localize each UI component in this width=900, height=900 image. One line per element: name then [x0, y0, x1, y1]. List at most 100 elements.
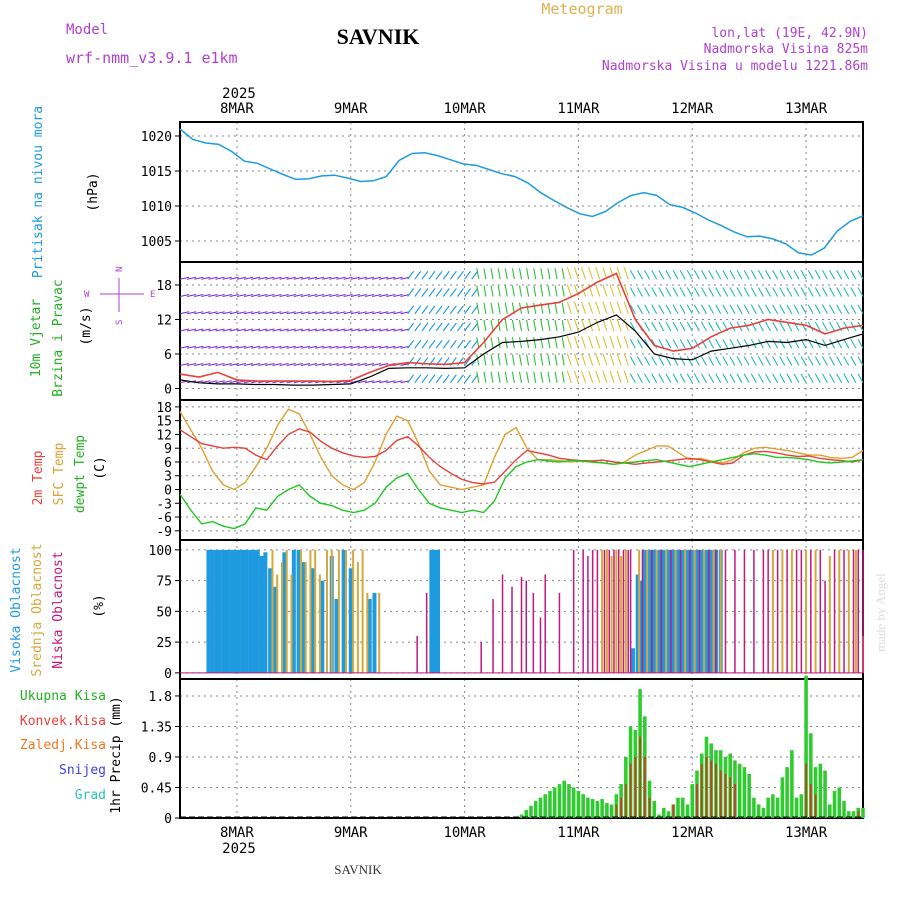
bottom-date-axis: 8MAR 9MAR 10MAR 11MAR 12MAR 13MAR: [220, 825, 828, 841]
wind-arrow: [573, 353, 579, 366]
wind-arrow: [636, 287, 643, 297]
wind-arrow: [750, 356, 757, 366]
wind-arrow: [602, 318, 608, 332]
compass-w: W: [84, 290, 90, 300]
wind-arrow: [693, 321, 700, 332]
wind-arrow: [679, 373, 686, 384]
wind-arrow: [279, 276, 289, 280]
wind-arrow: [708, 321, 715, 332]
wind-arrow: [573, 370, 579, 383]
wind-arrow: [393, 380, 403, 384]
wind-arrow: [672, 373, 679, 384]
wind-arrow: [700, 338, 707, 349]
wind-arrow: [449, 322, 457, 332]
conv-precip-bar: [700, 763, 703, 818]
wind-arrow: [414, 357, 422, 366]
wind-arrow: [658, 373, 665, 384]
precip-legend-item: Zaledj.Kisa: [20, 738, 106, 753]
wind-arrow: [843, 356, 850, 366]
wind-arrow: [364, 380, 375, 384]
wind-arrow: [357, 345, 367, 349]
conv-precip-bar: [629, 763, 632, 818]
meteogram-label: Meteogram: [541, 0, 622, 18]
wind-arrow: [229, 311, 239, 315]
precip-legend-item: Konvek.Kisa: [20, 714, 106, 729]
wind-arrow: [757, 373, 764, 384]
sfc-temp-label: SFC Temp: [52, 443, 67, 506]
y-tick-label: -9: [156, 525, 172, 540]
wind-arrow: [442, 288, 450, 297]
wind-arrow: [504, 354, 508, 366]
model-altitude-label: Nadmorska Visina u modelu 1221.86m: [602, 59, 868, 74]
total-precip-bar: [771, 794, 775, 818]
wind-arrow: [609, 267, 615, 280]
wind-arrow: [533, 371, 537, 383]
wind-arrow: [686, 269, 693, 280]
wind-arrow: [588, 301, 594, 314]
wind-arrow: [566, 336, 572, 349]
wind-arrow: [236, 362, 247, 367]
wind-arrow: [843, 321, 850, 332]
conv-precip-bar: [620, 797, 622, 818]
wind-arrow: [343, 311, 353, 315]
wind-arrow: [857, 287, 864, 297]
conv-precip-bar: [734, 784, 736, 818]
wind-arrow: [490, 285, 494, 297]
wind-arrow: [490, 354, 494, 366]
wind-arrow: [736, 356, 743, 366]
wind-arrow: [350, 362, 360, 367]
total-precip-bar: [590, 799, 595, 818]
wind-arrow: [186, 328, 197, 332]
wind-arrow: [279, 362, 289, 367]
bottom-day-label: 9MAR: [334, 825, 368, 841]
wind-arrow: [693, 373, 700, 384]
wind-arrow: [729, 304, 736, 315]
wind-arrow: [421, 339, 429, 349]
wind-arrow: [483, 285, 487, 297]
wind-arrow: [201, 345, 211, 349]
wind-arrow: [428, 305, 436, 315]
wind-arrow: [644, 321, 651, 332]
wind-arrow: [588, 267, 594, 280]
wind-arrow: [708, 338, 715, 349]
total-precip-bar: [595, 801, 600, 818]
wind-arrow: [857, 338, 864, 349]
wind-arrow: [435, 305, 443, 315]
wind-arrow: [540, 354, 544, 366]
wind-arrow: [772, 321, 779, 332]
wind-arrow: [623, 284, 629, 297]
total-precip-bar: [752, 797, 756, 818]
wind-arrow: [581, 336, 587, 349]
total-precip-bar: [780, 777, 785, 818]
wind-arrow: [371, 380, 382, 384]
wind-arrow: [658, 304, 665, 315]
compass-s: S: [115, 320, 125, 325]
panel-frame: [179, 678, 864, 819]
wind-arrow: [236, 311, 247, 315]
wind-arrow: [286, 362, 296, 367]
wind-arrow: [581, 267, 587, 280]
wind-arrow: [722, 338, 729, 349]
wind-arrow: [222, 311, 232, 315]
total-precip-bar: [581, 794, 585, 818]
wind-arrow: [476, 285, 480, 297]
panel-pressure: 1005 1010 1015 1020: [141, 121, 864, 263]
wind-arrow: [665, 321, 672, 332]
wind-arrow: [386, 293, 396, 298]
total-precip-bar: [799, 794, 804, 818]
wind-arrow: [315, 345, 325, 349]
wind-arrow: [700, 269, 707, 280]
wind-arrow: [857, 321, 864, 332]
wind-arrow: [623, 267, 629, 280]
low-cloud-label: Niska Oblacnost: [51, 551, 66, 668]
wind-arrow: [644, 287, 651, 297]
wind-arrow: [336, 276, 346, 280]
wind-arrow: [765, 338, 771, 349]
wind-compass: N S W E: [84, 267, 155, 325]
wind-arrow: [350, 345, 360, 349]
wind-arrow: [793, 304, 800, 315]
wind-arrow: [757, 321, 764, 332]
wind-arrow: [371, 311, 382, 315]
wind-arrow: [315, 328, 325, 332]
wind-arrow: [679, 269, 686, 280]
